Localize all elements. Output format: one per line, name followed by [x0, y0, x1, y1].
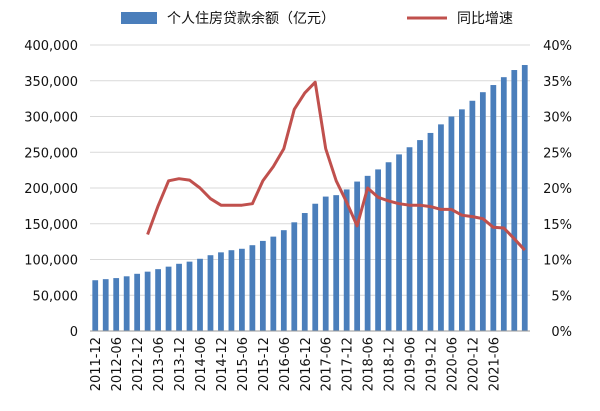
y-right-tick-label: 0%: [551, 325, 572, 340]
y-left-tick-label: 250,000: [24, 146, 78, 161]
y-left-tick-label: 150,000: [24, 218, 78, 233]
x-tick-label: 2018-12: [383, 337, 398, 391]
y-left-tick-label: 50,000: [33, 289, 79, 304]
x-tick-label: 2020-06: [445, 337, 460, 391]
bar: [92, 280, 99, 331]
bar: [322, 196, 329, 331]
bar: [312, 203, 319, 331]
legend-bar-label: 个人住房贷款余额（亿元）: [167, 10, 335, 27]
y-left-tick-label: 300,000: [24, 111, 78, 126]
x-tick-label: 2019-12: [425, 337, 440, 391]
bar: [438, 124, 444, 332]
x-tick-label: 2018-06: [362, 337, 377, 391]
x-tick-label: 2014-06: [194, 337, 209, 391]
bar: [218, 252, 224, 331]
bar: [228, 250, 235, 331]
bar: [259, 240, 266, 331]
bar: [134, 273, 141, 331]
y-right-tick-label: 35%: [543, 75, 572, 90]
y-left-tick-label: 200,000: [24, 182, 78, 197]
legend-line-label: 同比增速: [457, 11, 513, 27]
x-tick-label: 2019-06: [404, 337, 419, 391]
y-left-tick-label: 100,000: [24, 254, 78, 269]
bar: [479, 92, 486, 331]
x-tick-label: 2013-06: [152, 337, 167, 391]
bar: [291, 222, 298, 331]
legend: 个人住房贷款余额（亿元） 同比增速: [121, 10, 513, 27]
bar: [511, 70, 518, 332]
legend-bar-swatch: [121, 12, 157, 24]
bar: [364, 175, 371, 331]
bar: [385, 162, 392, 331]
bar: [490, 85, 497, 331]
bar: [375, 169, 381, 331]
bar: [427, 132, 434, 331]
y-left-tick-label: 400,000: [24, 39, 78, 54]
y-left-tick-label: 0: [70, 325, 78, 340]
bar: [249, 245, 256, 331]
y-left-tick-label: 350,000: [24, 75, 78, 90]
bar: [448, 116, 455, 331]
x-tick-label: 2016-06: [278, 337, 293, 391]
bar: [186, 261, 193, 331]
growth-line: [146, 80, 526, 252]
bar: [176, 263, 182, 331]
bar: [102, 279, 109, 331]
x-tick-label: 2021-06: [487, 337, 502, 391]
bar: [155, 269, 161, 331]
bar: [165, 266, 172, 331]
x-tick-label: 2017-06: [320, 337, 335, 391]
y-right-tick-label: 40%: [543, 39, 572, 54]
x-tick-label: 2013-12: [173, 337, 188, 391]
x-tick-label: 2020-12: [466, 337, 481, 391]
bar: [207, 255, 214, 331]
bar: [500, 77, 507, 331]
bar: [239, 248, 245, 331]
y-right-tick-label: 5%: [551, 289, 572, 304]
bar: [354, 181, 361, 331]
x-tick-label: 2015-12: [257, 337, 272, 391]
bar: [144, 271, 151, 331]
bar: [417, 140, 423, 331]
bar: [301, 213, 308, 331]
bar: [113, 278, 120, 331]
x-tick-label: 2012-06: [110, 337, 125, 391]
x-tick-label: 2017-12: [341, 337, 356, 391]
x-tick-label: 2016-12: [299, 337, 314, 391]
y-right-tick-label: 30%: [543, 111, 572, 126]
bar: [343, 189, 350, 331]
bar: [333, 195, 340, 331]
y-right-tick-label: 20%: [543, 182, 572, 197]
bar: [521, 65, 528, 332]
x-tick-label: 2015-06: [236, 337, 251, 391]
x-tick-label: 2011-12: [89, 337, 104, 391]
x-tick-label: 2012-12: [131, 337, 146, 391]
bar: [270, 236, 277, 331]
bar: [123, 276, 130, 331]
bar: [459, 109, 465, 331]
x-tick-label: 2014-12: [215, 337, 230, 391]
bar: [396, 154, 402, 331]
bar: [406, 147, 413, 331]
bar: [197, 258, 203, 331]
plot-area: 0 50,000 100,000 150,000 200,000 250,000 300,0…: [24, 39, 572, 391]
y-right-tick-label: 25%: [543, 146, 572, 161]
y-right-tick-label: 10%: [543, 254, 572, 269]
y-right-tick-label: 15%: [543, 218, 572, 233]
bar: [280, 230, 287, 331]
